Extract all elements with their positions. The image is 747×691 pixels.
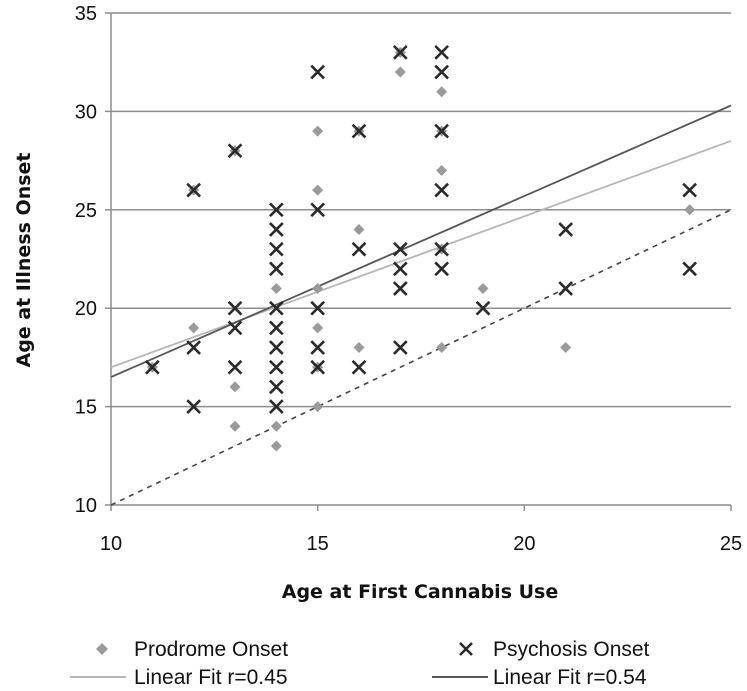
- psychosis-point: [186, 399, 202, 414]
- psychosis-point: [144, 359, 160, 375]
- legend-diamond-icon: [96, 643, 108, 655]
- psychosis-point: [351, 123, 367, 139]
- prodrome-point: [353, 342, 365, 354]
- y-tick-label: 30: [75, 101, 97, 123]
- prodrome-series: [146, 46, 696, 452]
- psychosis-point: [351, 359, 367, 375]
- prodrome-point: [312, 322, 324, 334]
- prodrome-point: [270, 283, 282, 295]
- psychosis-point: [392, 241, 408, 257]
- y-tick-label: 10: [75, 495, 97, 517]
- reference-line-group: [110, 209, 732, 506]
- psychosis-point: [268, 202, 284, 218]
- legend-label-fit-045: Linear Fit r=0.45: [134, 666, 288, 689]
- y-tick-label: 25: [75, 200, 97, 222]
- gridlines: [111, 12, 731, 408]
- psychosis-point: [434, 123, 450, 139]
- prodrome-point: [229, 381, 241, 393]
- psychosis-series: [144, 45, 698, 414]
- psychosis-point: [475, 300, 491, 316]
- psychosis-point: [392, 281, 408, 296]
- psychosis-point: [434, 261, 450, 277]
- psychosis-point: [351, 241, 367, 257]
- psychosis-point: [268, 379, 284, 395]
- fit-lines: [110, 104, 732, 378]
- prodrome-point: [312, 184, 324, 196]
- prodrome-point: [270, 440, 282, 452]
- psychosis-point: [558, 281, 574, 296]
- y-tick-label: 15: [75, 397, 97, 419]
- prodrome-point: [394, 66, 406, 78]
- prodrome-point: [229, 420, 241, 432]
- psychosis-point: [558, 222, 574, 237]
- psychosis-point: [434, 45, 450, 60]
- psychosis-point: [310, 300, 326, 316]
- psychosis-point: [268, 241, 284, 257]
- prodrome-point: [436, 86, 448, 98]
- psychosis-point: [227, 143, 243, 159]
- psychosis-point: [682, 261, 698, 277]
- psychosis-point: [434, 64, 450, 80]
- legend-item-fit-045: Linear Fit r=0.45: [70, 666, 288, 689]
- reference-line: [110, 209, 732, 506]
- psychosis-point: [392, 261, 408, 277]
- psychosis-point: [434, 241, 450, 257]
- x-tick-label: 25: [720, 533, 742, 555]
- psychosis-point: [434, 182, 450, 198]
- y-tick-label: 20: [75, 298, 97, 320]
- legend-label-psychosis: Psychosis Onset: [493, 638, 650, 661]
- psychosis-point: [392, 45, 408, 60]
- legend-item-fit-054: Linear Fit r=0.54: [432, 666, 647, 689]
- y-tick-label: 35: [75, 3, 97, 25]
- x-axis-title: Age at First Cannabis Use: [282, 581, 559, 603]
- axes: [105, 12, 732, 511]
- legend: Prodrome Onset Psychosis Onset Linear Fi…: [70, 638, 650, 689]
- prodrome-point: [312, 283, 324, 295]
- psychosis-point: [268, 399, 284, 414]
- x-tick-label: 20: [513, 533, 535, 555]
- prodrome-point: [312, 401, 324, 413]
- x-tick-label: 15: [307, 533, 329, 555]
- fit-line-r054: [110, 104, 732, 378]
- legend-label-prodrome: Prodrome Onset: [134, 638, 288, 661]
- x-tick-label: 10: [100, 533, 122, 555]
- psychosis-point: [310, 340, 326, 355]
- psychosis-point: [310, 359, 326, 375]
- psychosis-point: [268, 222, 284, 237]
- prodrome-point: [270, 420, 282, 432]
- psychosis-point: [186, 182, 202, 198]
- prodrome-point: [477, 283, 489, 295]
- tick-labels: 10 15 20 25 30 35 10 15 20 25: [75, 3, 742, 555]
- psychosis-point: [310, 64, 326, 80]
- legend-item-prodrome: Prodrome Onset: [96, 638, 288, 661]
- psychosis-point: [227, 300, 243, 316]
- psychosis-point: [268, 320, 284, 336]
- psychosis-point: [392, 340, 408, 355]
- prodrome-point: [560, 342, 572, 354]
- prodrome-point: [312, 125, 324, 137]
- prodrome-point: [436, 164, 448, 176]
- psychosis-point: [227, 320, 243, 336]
- legend-x-icon: [459, 642, 473, 656]
- psychosis-point: [310, 202, 326, 218]
- prodrome-point: [684, 204, 696, 216]
- y-axis-title: Age at Illness Onset: [13, 152, 35, 367]
- psychosis-point: [268, 300, 284, 316]
- psychosis-point: [268, 359, 284, 375]
- psychosis-point: [268, 261, 284, 277]
- psychosis-point: [227, 359, 243, 375]
- psychosis-point: [268, 340, 284, 355]
- fit-line-r045: [110, 140, 732, 369]
- psychosis-point: [186, 340, 202, 355]
- prodrome-point: [436, 342, 448, 354]
- legend-label-fit-054: Linear Fit r=0.54: [493, 666, 647, 689]
- legend-item-psychosis: Psychosis Onset: [459, 638, 650, 661]
- psychosis-point: [682, 182, 698, 198]
- prodrome-point: [188, 322, 200, 334]
- prodrome-point: [353, 223, 365, 235]
